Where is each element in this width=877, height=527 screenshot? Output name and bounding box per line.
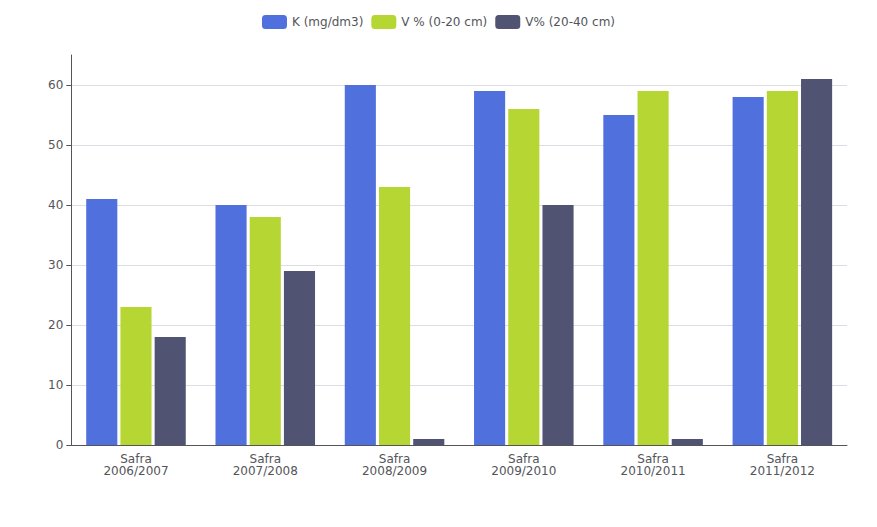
svg-text:Safra: Safra: [249, 452, 281, 466]
svg-text:2006/2007: 2006/2007: [103, 464, 168, 478]
svg-text:20: 20: [48, 318, 63, 332]
svg-text:2008/2009: 2008/2009: [362, 464, 427, 478]
svg-text:2010/2011: 2010/2011: [621, 464, 686, 478]
svg-text:2009/2010: 2009/2010: [491, 464, 556, 478]
svg-text:60: 60: [48, 78, 63, 92]
svg-text:40: 40: [48, 198, 63, 212]
svg-text:2011/2012: 2011/2012: [750, 464, 815, 478]
svg-text:50: 50: [48, 138, 63, 152]
svg-text:Safra: Safra: [766, 452, 799, 466]
svg-text:K (mg/dm3): K (mg/dm3): [292, 15, 363, 29]
svg-text:Safra: Safra: [508, 452, 540, 466]
svg-text:30: 30: [48, 258, 63, 272]
svg-text:0: 0: [56, 438, 64, 452]
svg-text:Safra: Safra: [637, 452, 669, 466]
svg-text:V% (20-40 cm): V% (20-40 cm): [525, 15, 615, 29]
svg-text:V % (0-20 cm): V % (0-20 cm): [401, 15, 487, 29]
svg-text:2007/2008: 2007/2008: [233, 464, 298, 478]
svg-text:Safra: Safra: [378, 452, 411, 466]
svg-text:Safra: Safra: [120, 452, 152, 466]
svg-text:10: 10: [48, 378, 63, 392]
